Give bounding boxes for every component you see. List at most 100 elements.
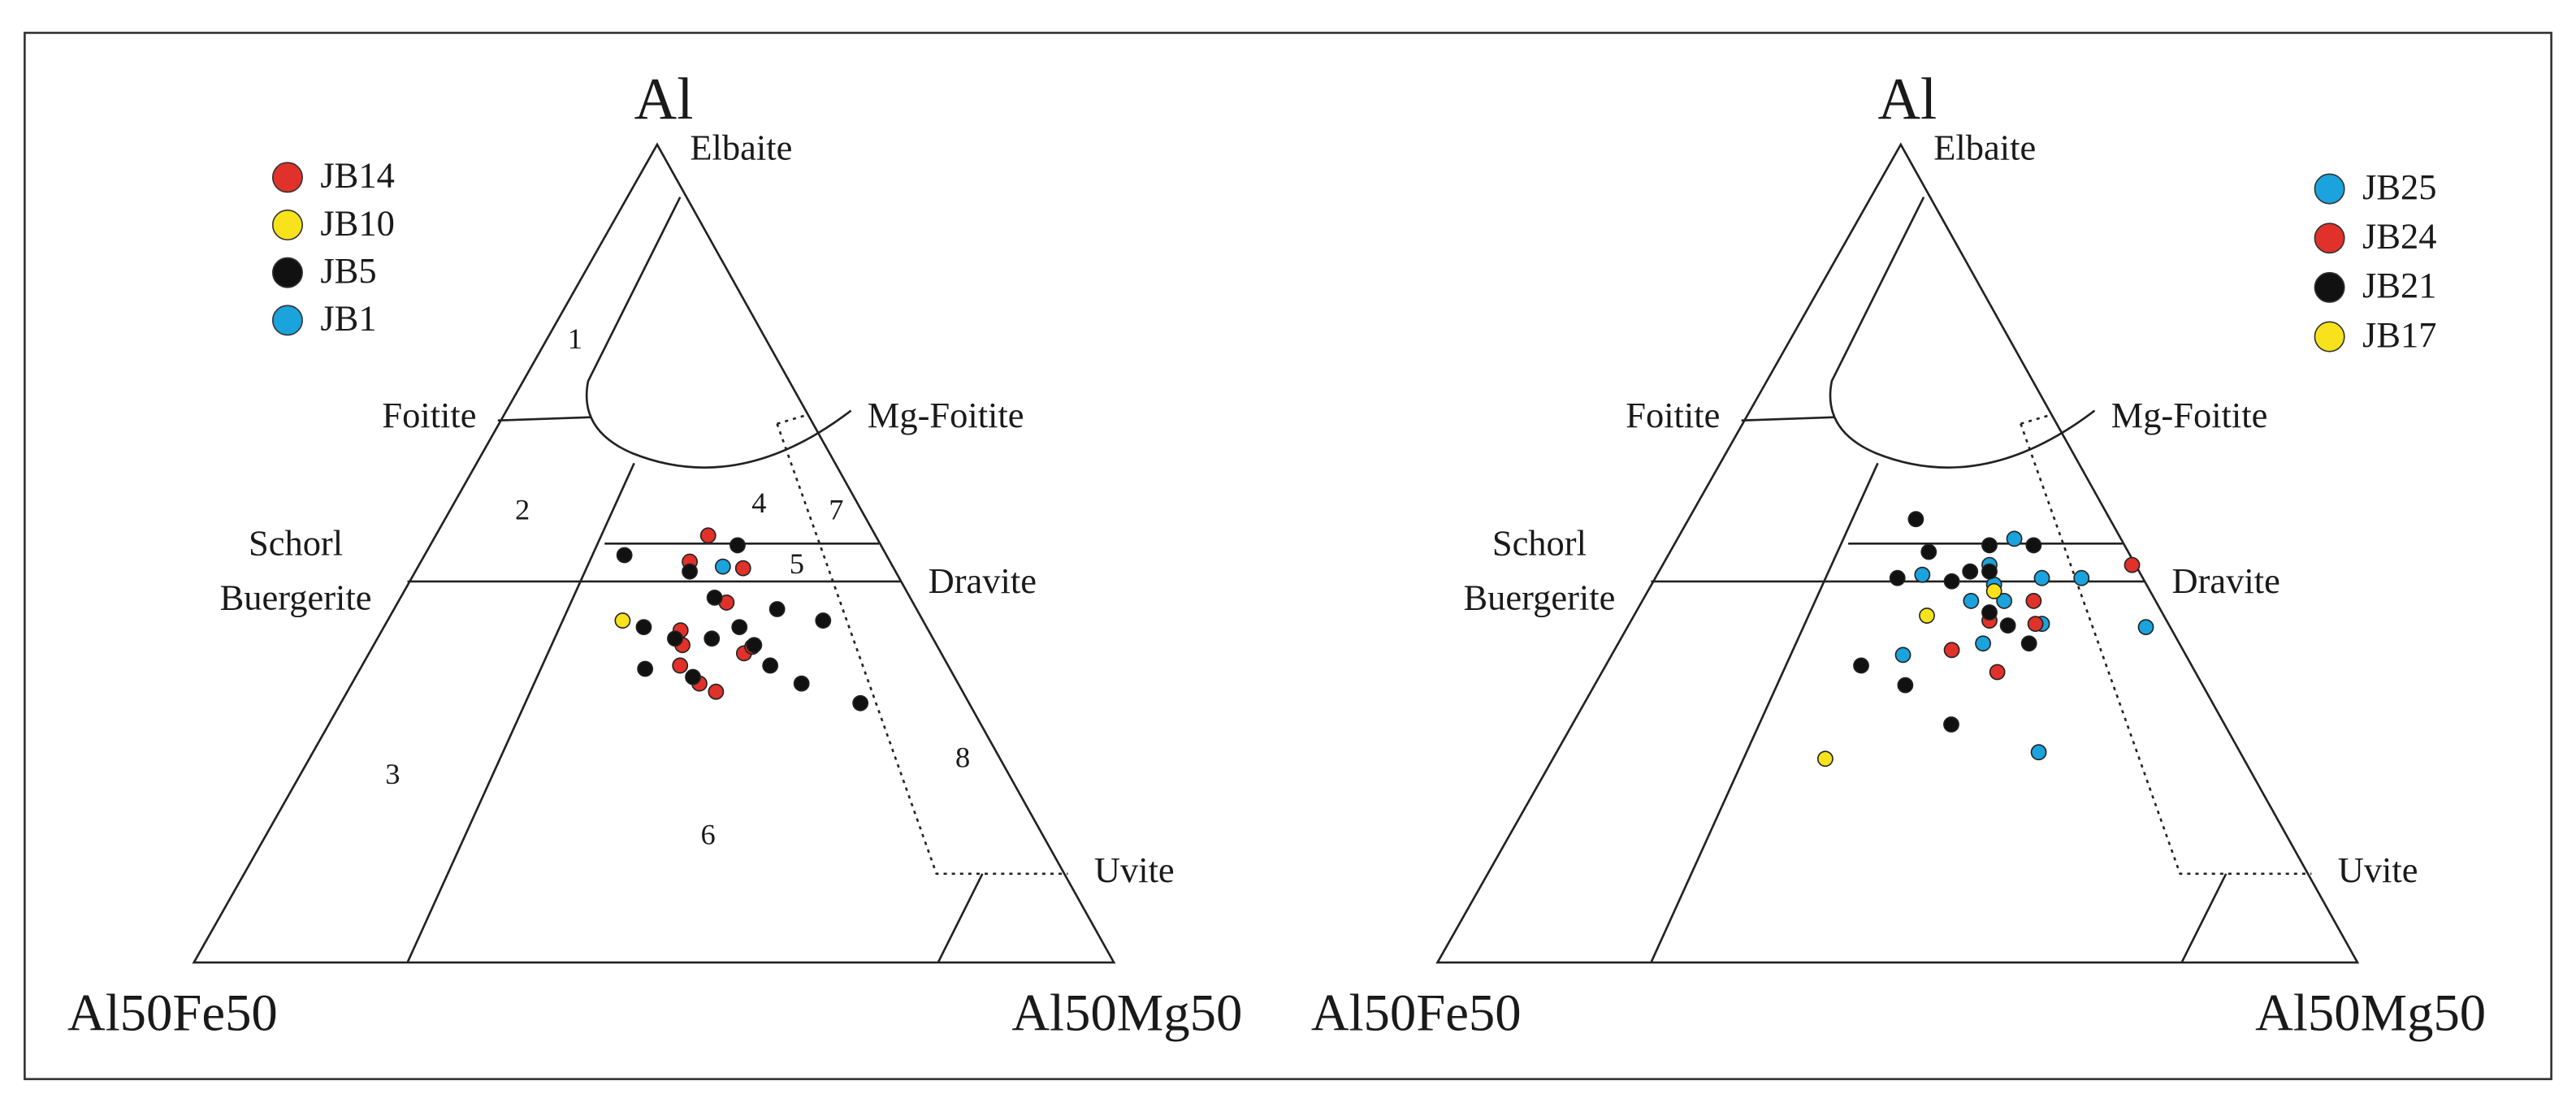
- end-member-label: Schorl: [249, 523, 343, 564]
- end-member-label: Buergerite: [1463, 577, 1615, 617]
- data-point: [2006, 530, 2023, 547]
- triangle: [1435, 142, 2360, 964]
- data-point: [852, 694, 869, 711]
- data-point: [1981, 563, 1998, 580]
- legend-marker: [2314, 223, 2345, 254]
- data-point: [1943, 573, 1960, 590]
- end-member-label: Foitite: [382, 395, 476, 435]
- data-point: [616, 547, 633, 564]
- legend-label: JB25: [2362, 166, 2436, 207]
- legend-marker: [2314, 173, 2345, 205]
- data-point: [1816, 750, 1834, 768]
- field-number: 7: [829, 493, 843, 525]
- legend-label: JB1: [320, 298, 376, 339]
- data-point: [815, 612, 832, 629]
- data-point: [708, 683, 725, 700]
- legend-marker: [271, 162, 303, 193]
- end-member-label: Uvite: [2338, 850, 2418, 890]
- data-point: [1999, 617, 2016, 634]
- data-point: [768, 601, 786, 617]
- data-point: [731, 619, 748, 636]
- ternary-chart: Al Al50Fe50 Al50Mg50 Elbaite Foitite Mg-Foiti…: [67, 66, 1242, 1042]
- field-number: 2: [515, 493, 530, 525]
- legend-label: JB10: [320, 202, 394, 243]
- data-point: [1943, 642, 1960, 659]
- field-boundary: [777, 414, 806, 426]
- data-point: [2033, 569, 2050, 586]
- data-point: [1981, 604, 1998, 621]
- data-point: [685, 668, 701, 685]
- data-point: [1907, 511, 1924, 528]
- data-point: [1985, 582, 2002, 599]
- data-point: [635, 619, 652, 636]
- data-point: [1889, 569, 1906, 586]
- data-point: [1989, 664, 2006, 681]
- legend-marker: [271, 257, 303, 288]
- data-point: [682, 563, 698, 580]
- legend-marker: [2314, 321, 2345, 352]
- triangle: [192, 142, 1116, 964]
- field-number: 8: [955, 742, 970, 774]
- end-member-label: Buergerite: [220, 577, 372, 617]
- field-boundary: [406, 462, 635, 963]
- field-boundary: [585, 197, 852, 469]
- field-boundary: [1741, 416, 1835, 422]
- data-point: [1996, 593, 2013, 609]
- field-boundary: [497, 416, 592, 422]
- end-member-label: Dravite: [929, 560, 1037, 601]
- data-point: [730, 537, 746, 554]
- legend-label: JB5: [320, 250, 376, 291]
- data-point: [1897, 677, 1914, 694]
- field-boundary: [776, 423, 1068, 876]
- legend-label: JB17: [2362, 314, 2436, 355]
- legend-label: JB14: [320, 155, 394, 196]
- data-point: [672, 657, 689, 674]
- data-point: [2027, 616, 2044, 633]
- end-member-label: Mg-Foitite: [2111, 395, 2268, 435]
- frame: [24, 32, 2552, 1080]
- data-point: [2137, 619, 2154, 636]
- legend-marker: [271, 210, 303, 241]
- field-number: 4: [751, 486, 766, 519]
- data-point: [2020, 635, 2037, 652]
- data-point: [1981, 537, 1998, 554]
- data-point: [1975, 635, 1991, 652]
- right-label: Al50Mg50: [2255, 984, 2486, 1042]
- field-boundary: [2020, 423, 2312, 876]
- ternary-chart: Al Al50Fe50 Al50Mg50 Elbaite Foitite Mg-Foiti…: [1311, 66, 2486, 1042]
- data-point: [2025, 537, 2042, 554]
- data-point: [667, 630, 683, 647]
- data-point: [734, 560, 751, 577]
- data-point: [2124, 556, 2141, 573]
- data-point: [637, 660, 654, 677]
- legend-label: JB24: [2362, 215, 2436, 256]
- field-number: 5: [790, 547, 804, 580]
- left-label: Al50Fe50: [1311, 984, 1522, 1042]
- data-point: [706, 589, 723, 606]
- data-point: [714, 558, 731, 575]
- data-point: [2030, 744, 2047, 761]
- legend-marker: [2314, 271, 2345, 303]
- data-point: [704, 630, 721, 647]
- data-point: [762, 657, 779, 674]
- data-point: [746, 637, 763, 654]
- data-point: [1894, 646, 1911, 664]
- data-point: [2025, 593, 2042, 609]
- legend-label: JB21: [2362, 265, 2436, 305]
- data-point: [1963, 593, 1980, 609]
- data-point: [1962, 563, 1979, 580]
- data-point: [793, 675, 810, 692]
- data-point: [2073, 569, 2090, 586]
- field-boundary: [1829, 197, 2096, 469]
- data-point: [1943, 716, 1959, 733]
- field-number: 3: [385, 758, 400, 790]
- data-point: [614, 612, 631, 629]
- end-member-label: Schorl: [1492, 523, 1587, 564]
- field-boundary: [2180, 873, 2227, 963]
- legend-marker: [271, 305, 303, 336]
- end-member-label: Foitite: [1626, 395, 1720, 435]
- end-member-label: Elbaite: [1933, 127, 2036, 167]
- field-number: 1: [568, 322, 582, 355]
- data-point: [1914, 566, 1931, 583]
